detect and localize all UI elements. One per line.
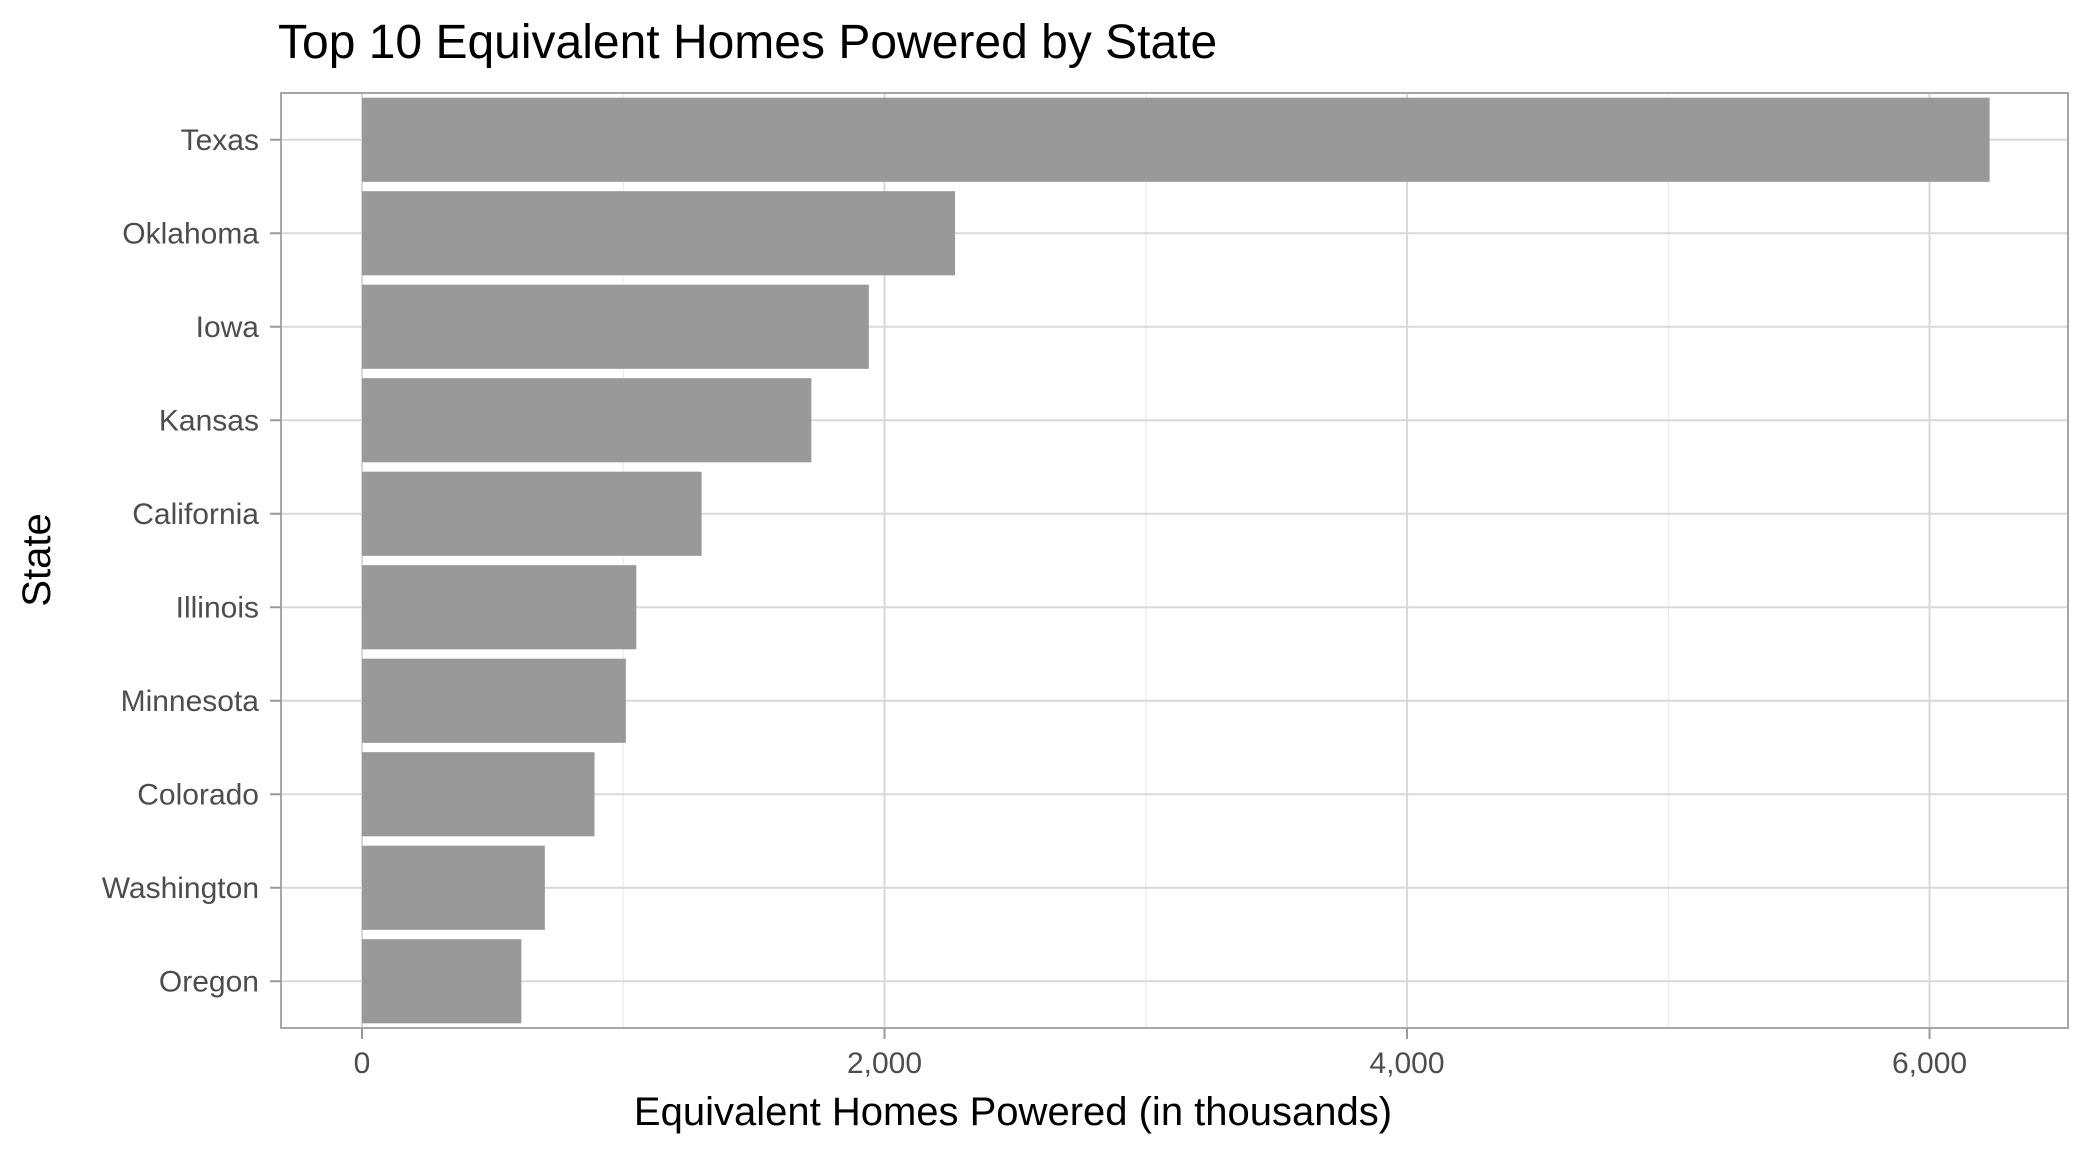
bar-colorado: [361, 752, 595, 837]
y-axis-title: State: [15, 513, 59, 606]
y-tick-label: Oregon: [159, 965, 259, 998]
y-axis: Texas Oklahoma Iowa Kansas California Illinoi…: [102, 124, 281, 998]
plot-panel-border: [280, 92, 2069, 1029]
chart-title: Top 10 Equivalent Homes Powered by State: [278, 16, 1217, 69]
bar-california: [361, 471, 702, 556]
bar-kansas: [361, 378, 812, 463]
y-tick-label: Oklahoma: [122, 217, 259, 250]
y-tick-label: Kansas: [159, 404, 259, 437]
y-tick-label: Iowa: [196, 311, 260, 344]
bar-texas: [361, 97, 1990, 182]
y-tick-label: Texas: [181, 124, 259, 157]
bar-minnesota: [361, 658, 626, 743]
x-tick-label: 4,000: [1369, 1047, 1444, 1080]
bar-oregon: [361, 939, 522, 1024]
bars: [361, 97, 1990, 1024]
x-axis-title: Equivalent Homes Powered (in thousands): [634, 1090, 1392, 1134]
x-tick-label: 2,000: [847, 1047, 922, 1080]
bar-washington: [361, 845, 545, 930]
y-tick-label: Illinois: [176, 591, 259, 624]
y-tick-label: California: [132, 498, 259, 531]
x-tick-label: 0: [354, 1047, 371, 1080]
y-tick-label: Washington: [102, 872, 259, 905]
bar-illinois: [361, 565, 637, 650]
x-tick-label: 6,000: [1892, 1047, 1967, 1080]
bar-iowa: [361, 284, 869, 369]
y-tick-label: Minnesota: [121, 685, 260, 718]
x-axis: 0 2,000 4,000 6,000: [354, 1028, 1967, 1080]
bar-oklahoma: [361, 191, 956, 276]
y-tick-label: Colorado: [137, 778, 259, 811]
